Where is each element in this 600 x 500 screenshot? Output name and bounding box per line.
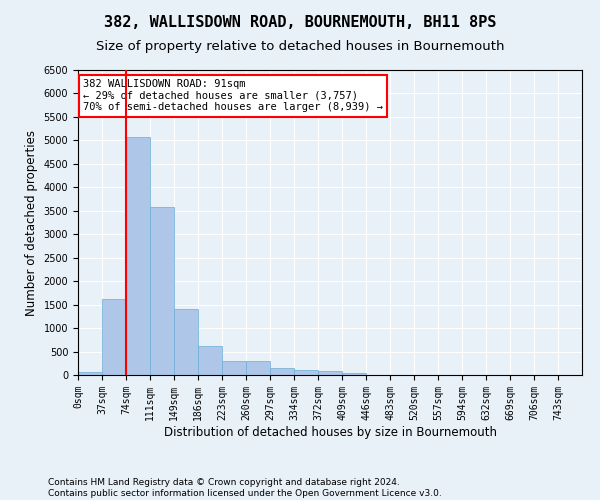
- Bar: [126, 136, 150, 375]
- Text: 382 WALLISDOWN ROAD: 91sqm
← 29% of detached houses are smaller (3,757)
70% of s: 382 WALLISDOWN ROAD: 91sqm ← 29% of deta…: [83, 79, 383, 112]
- Bar: [102, 298, 126, 375]
- Text: Size of property relative to detached houses in Bournemouth: Size of property relative to detached ho…: [96, 40, 504, 53]
- Bar: [198, 346, 222, 375]
- Bar: [174, 310, 198, 375]
- Bar: [294, 370, 318, 375]
- Bar: [270, 368, 294, 375]
- X-axis label: Distribution of detached houses by size in Bournemouth: Distribution of detached houses by size …: [163, 426, 497, 438]
- Text: 382, WALLISDOWN ROAD, BOURNEMOUTH, BH11 8PS: 382, WALLISDOWN ROAD, BOURNEMOUTH, BH11 …: [104, 15, 496, 30]
- Bar: [150, 207, 174, 375]
- Bar: [342, 373, 366, 375]
- Bar: [78, 372, 102, 375]
- Bar: [222, 361, 246, 375]
- Bar: [246, 362, 270, 375]
- Text: Contains HM Land Registry data © Crown copyright and database right 2024.
Contai: Contains HM Land Registry data © Crown c…: [48, 478, 442, 498]
- Bar: [318, 372, 342, 375]
- Y-axis label: Number of detached properties: Number of detached properties: [25, 130, 38, 316]
